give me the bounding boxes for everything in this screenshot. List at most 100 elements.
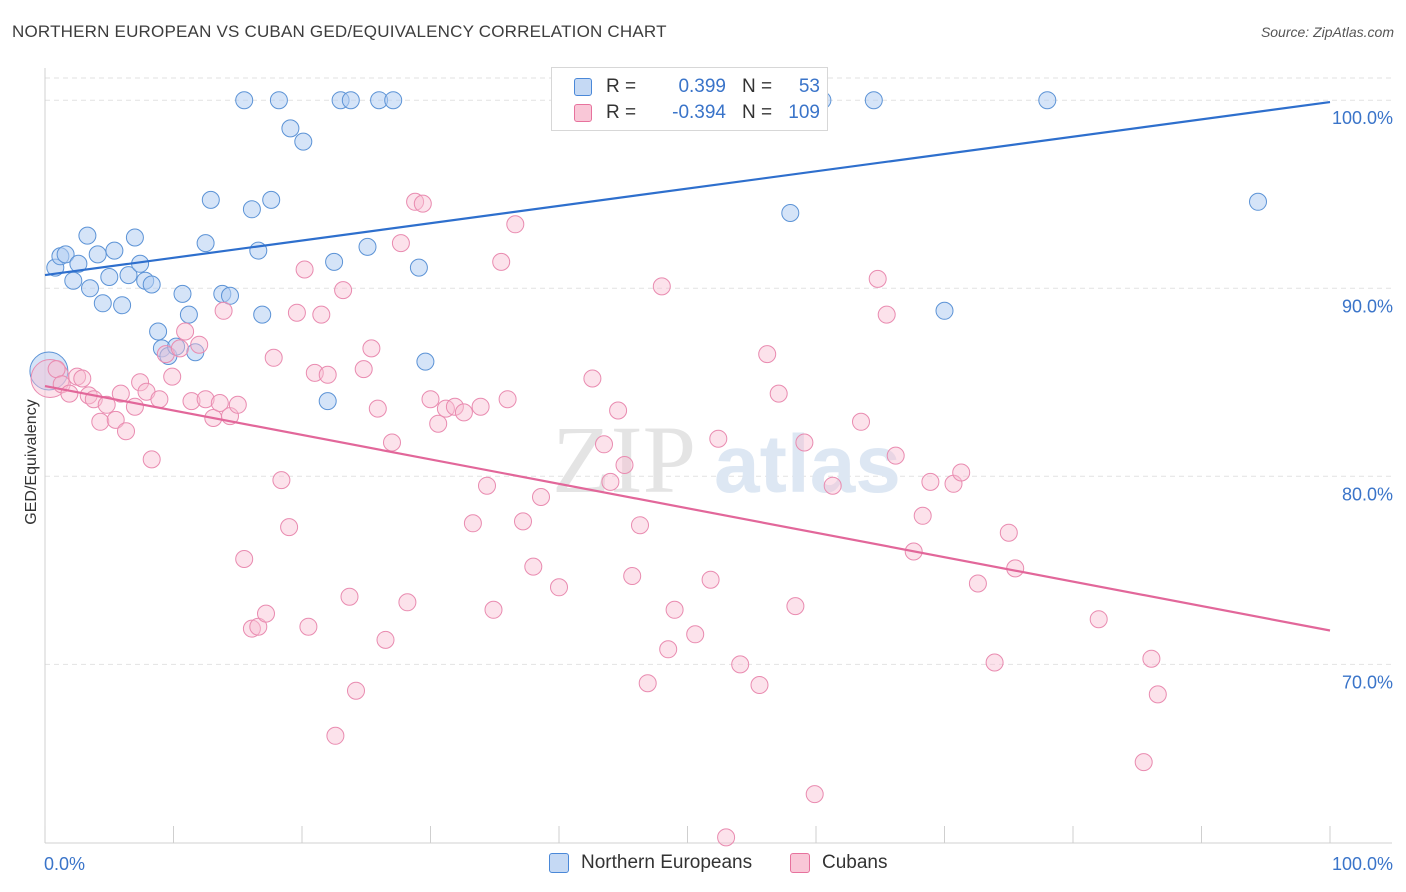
legend-r-value: -0.394 [672, 102, 726, 123]
data-point [921, 472, 940, 491]
watermark: ZIP atlas [552, 406, 901, 513]
data-point [421, 390, 440, 409]
data-point [686, 625, 705, 644]
watermark-atlas: atlas [714, 419, 901, 510]
y-axis-label: GED/Equivalency [23, 399, 40, 524]
data-point [125, 397, 144, 416]
data-point [88, 245, 107, 264]
data-point [409, 258, 428, 277]
data-point [100, 268, 119, 286]
data-point [242, 619, 261, 638]
data-point [550, 578, 568, 597]
legend-r-label: R = [606, 76, 637, 97]
data-point [264, 348, 283, 367]
data-point [376, 630, 395, 649]
data-point [47, 360, 66, 379]
x-tick-label: 100.0% [1332, 854, 1393, 874]
data-point [105, 241, 124, 260]
data-point [149, 322, 168, 341]
data-point [416, 352, 435, 371]
data-point [398, 593, 417, 612]
data-point [478, 476, 496, 495]
data-point [368, 399, 387, 418]
data-point [492, 252, 511, 271]
legend-n-label: N = [742, 76, 773, 97]
y-tick-label: 100.0% [1332, 108, 1393, 128]
data-point [56, 245, 75, 264]
data-point [805, 785, 824, 804]
trend-line [44, 384, 1331, 632]
correlation-legend: R = 0.399 N = 53 R = -0.394 N = 109 [551, 67, 828, 131]
data-point [795, 433, 814, 452]
data-point [701, 570, 720, 589]
data-point [64, 271, 83, 290]
legend-n-value: 109 [788, 102, 820, 123]
data-point [1089, 610, 1108, 629]
legend-r-label: R = [606, 102, 637, 123]
data-point [609, 401, 628, 420]
data-point [968, 574, 987, 593]
data-point [383, 433, 401, 452]
data-point [196, 390, 215, 409]
data-point [985, 653, 1004, 672]
data-point [868, 269, 887, 288]
data-point [413, 194, 432, 213]
data-point [1142, 649, 1161, 668]
data-point [347, 681, 365, 700]
data-point [340, 587, 359, 606]
data-point [325, 252, 344, 271]
data-point [750, 676, 769, 694]
data-point [173, 284, 192, 303]
data-point [106, 410, 125, 429]
data-point [758, 345, 777, 364]
data-point [156, 345, 175, 364]
data-point [823, 476, 842, 495]
data-point [235, 550, 254, 568]
data-point [999, 523, 1018, 542]
data-point [595, 435, 613, 454]
data-point [318, 365, 337, 384]
data-point [91, 412, 110, 431]
y-tick-label: 90.0% [1342, 296, 1393, 316]
data-point [769, 384, 788, 403]
data-point [852, 412, 870, 431]
data-point [73, 369, 92, 388]
trend-line [44, 100, 1331, 277]
legend-swatch-blue [549, 853, 569, 873]
data-point [484, 600, 503, 619]
data-point [709, 429, 728, 448]
data-point [786, 597, 805, 616]
data-point [221, 286, 239, 305]
data-point [170, 339, 189, 358]
legend-swatch-pink [574, 104, 592, 122]
data-point [429, 414, 448, 433]
data-point [312, 305, 331, 324]
data-point [1038, 91, 1057, 110]
data-point [190, 335, 209, 354]
data-point [601, 472, 620, 491]
series-northern-europeans [29, 91, 1267, 411]
data-point [131, 373, 150, 392]
legend-item-northern-europeans: Northern Europeans [549, 852, 752, 874]
data-point [119, 266, 138, 285]
data-point [498, 390, 517, 409]
data-point [436, 399, 455, 418]
data-point [117, 422, 135, 441]
data-point [913, 506, 932, 525]
data-point [623, 567, 642, 585]
data-point [242, 200, 261, 219]
data-point [583, 369, 602, 388]
legend-swatch-pink [790, 853, 810, 873]
data-point [269, 91, 288, 110]
data-point [262, 190, 281, 209]
data-point [257, 604, 275, 623]
data-point [179, 305, 198, 324]
data-point [532, 488, 550, 506]
data-point [652, 277, 671, 296]
data-point [1148, 685, 1167, 704]
data-point [471, 397, 490, 416]
data-point [886, 446, 905, 465]
trend-lines [44, 100, 1331, 632]
data-point [358, 237, 377, 256]
